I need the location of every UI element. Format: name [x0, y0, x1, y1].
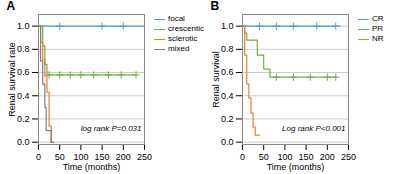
html-text:NR: NR — [372, 34, 384, 43]
svg-text:0.2: 0.2 — [17, 114, 30, 124]
svg-text:1.0: 1.0 — [17, 21, 30, 31]
svg-text:0.4: 0.4 — [221, 91, 234, 101]
svg-text:250: 250 — [137, 152, 152, 162]
html-text:crescentic: crescentic — [168, 24, 204, 33]
svg-text:0.8: 0.8 — [17, 44, 30, 54]
html-text:mixed: mixed — [168, 44, 190, 53]
svg-text:Time (months): Time (months) — [267, 162, 325, 172]
html-text:CR: CR — [372, 14, 384, 23]
svg-text:0.6: 0.6 — [17, 67, 30, 77]
svg-text:0.6: 0.6 — [221, 67, 234, 77]
svg-text:0.4: 0.4 — [17, 91, 30, 101]
svg-text:250: 250 — [341, 152, 356, 162]
svg-text:A: A — [7, 0, 16, 13]
html-text:focal: focal — [168, 14, 185, 23]
svg-text:Log rank P<0.001: Log rank P<0.001 — [282, 124, 345, 133]
svg-text:200: 200 — [116, 152, 131, 162]
svg-text:0.0: 0.0 — [221, 137, 234, 147]
svg-text:100: 100 — [73, 152, 88, 162]
svg-text:100: 100 — [277, 152, 292, 162]
svg-text:200: 200 — [320, 152, 335, 162]
svg-text:Time (months): Time (months) — [63, 162, 121, 172]
svg-text:50: 50 — [259, 152, 269, 162]
svg-text:0.8: 0.8 — [221, 44, 234, 54]
svg-text:0: 0 — [240, 152, 245, 162]
svg-text:Renal survival: Renal survival — [211, 51, 221, 108]
svg-text:150: 150 — [95, 152, 110, 162]
svg-text:log rank P=0.031: log rank P=0.031 — [81, 124, 142, 133]
svg-text:B: B — [211, 0, 220, 13]
svg-text:Renal survival rate: Renal survival rate — [7, 42, 17, 117]
svg-text:1.0: 1.0 — [221, 21, 234, 31]
svg-text:0.2: 0.2 — [221, 114, 234, 124]
svg-text:0.0: 0.0 — [17, 137, 30, 147]
svg-text:150: 150 — [299, 152, 314, 162]
html-text:sclerotic: sclerotic — [168, 34, 198, 43]
svg-text:0: 0 — [36, 152, 41, 162]
html-text:PR: PR — [372, 24, 384, 33]
svg-text:50: 50 — [55, 152, 65, 162]
